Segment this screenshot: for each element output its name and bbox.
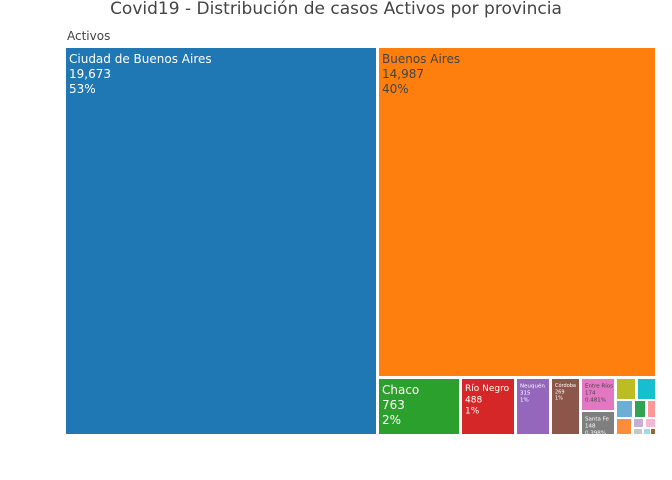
treemap-tile-tile-10[interactable] bbox=[617, 401, 632, 417]
tile-name-label: Chaco bbox=[382, 383, 419, 397]
tile-value-label: 269 bbox=[555, 389, 565, 395]
treemap-tile-rect bbox=[644, 429, 650, 434]
treemap-tile-rect bbox=[617, 379, 635, 399]
root-label: Activos bbox=[67, 29, 110, 43]
tile-value-label: 14,987 bbox=[382, 67, 424, 81]
treemap-tile-rect bbox=[651, 429, 655, 434]
treemap-tile-rect bbox=[648, 401, 655, 417]
tile-value-label: 148 bbox=[585, 423, 596, 429]
treemap-tile-tile-8[interactable] bbox=[617, 379, 635, 399]
tile-percent-label: 1% bbox=[520, 397, 529, 403]
treemap-tile-rect bbox=[379, 48, 655, 376]
tile-value-label: 763 bbox=[382, 398, 405, 412]
tile-percent-label: 1% bbox=[555, 396, 563, 402]
tile-percent-label: 53% bbox=[69, 82, 96, 96]
treemap-tile-tile-11[interactable] bbox=[635, 401, 645, 417]
treemap-tile-tile-17[interactable] bbox=[644, 429, 650, 434]
treemap-tile-rect bbox=[634, 429, 642, 434]
treemap-tile-tile-16[interactable] bbox=[634, 429, 642, 434]
tile-percent-label: 40% bbox=[382, 82, 409, 96]
treemap-tile-rect bbox=[582, 379, 614, 410]
tile-value-label: 315 bbox=[520, 390, 531, 396]
treemap-tile-rect bbox=[66, 48, 376, 434]
tile-name-label: Entre Ríos bbox=[585, 383, 613, 390]
tile-percent-label: 0.481% bbox=[585, 397, 606, 403]
treemap-tile-rect bbox=[617, 419, 631, 434]
treemap-tile-tile-18[interactable] bbox=[651, 429, 655, 434]
tile-name-label: Ciudad de Buenos Aires bbox=[69, 52, 212, 66]
tile-name-label: Buenos Aires bbox=[382, 52, 460, 66]
treemap-tile-rect bbox=[552, 379, 579, 434]
tile-percent-label: 2% bbox=[382, 413, 401, 427]
treemap-tile-rect bbox=[638, 379, 655, 399]
treemap-tile-tile-9[interactable] bbox=[638, 379, 655, 399]
chart-title: Covid19 - Distribución de casos Activos … bbox=[110, 0, 562, 19]
tile-percent-label: 0.398% bbox=[585, 430, 606, 436]
treemap-tile-rect bbox=[517, 379, 549, 434]
tile-value-label: 174 bbox=[585, 390, 596, 396]
treemap-tile-rect bbox=[462, 379, 514, 434]
tile-value-label: 488 bbox=[465, 395, 482, 405]
treemap-tile-rect bbox=[635, 401, 645, 417]
tile-name-label: Neuquén bbox=[520, 383, 545, 390]
treemap-tile-rect bbox=[634, 419, 643, 427]
treemap-tile-tile-14[interactable] bbox=[634, 419, 643, 427]
treemap-tile-tile-12[interactable] bbox=[617, 419, 631, 434]
treemap-tile-rect bbox=[582, 412, 614, 434]
treemap-tile-rect bbox=[379, 379, 459, 434]
tile-percent-label: 1% bbox=[465, 407, 480, 417]
treemap-tile-rect bbox=[617, 401, 632, 417]
tile-name-label: Santa Fe bbox=[585, 417, 609, 423]
tile-name-label: Río Negro bbox=[465, 384, 510, 394]
tile-value-label: 19,673 bbox=[69, 67, 111, 81]
tile-name-label: Córdoba bbox=[555, 382, 576, 389]
treemap-tile-tile-15[interactable] bbox=[646, 419, 655, 427]
treemap-tile-tile-13[interactable] bbox=[648, 401, 655, 417]
treemap-tile-rect bbox=[646, 419, 655, 427]
